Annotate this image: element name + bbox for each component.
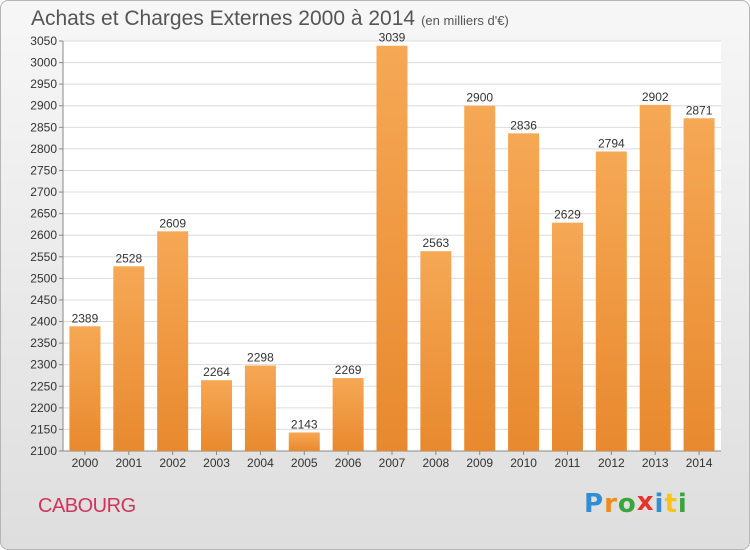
logo-letter: x: [636, 487, 655, 517]
y-tick-label: 2450: [30, 293, 57, 307]
y-tick-label: 2150: [30, 422, 57, 436]
x-tick-label: 2009: [466, 456, 493, 470]
logo-letter: i: [654, 489, 665, 519]
chart-title-text: Achats et Charges Externes 2000 à 2014: [31, 7, 416, 30]
x-tick-label: 2011: [555, 456, 581, 470]
logo-letter: t: [664, 489, 678, 519]
x-tick-label: 2000: [72, 456, 99, 470]
y-tick-label: 2950: [30, 77, 57, 91]
data-label: 2563: [423, 236, 450, 250]
x-tick-label: 2010: [510, 456, 537, 470]
y-tick-label: 2350: [30, 336, 57, 350]
y-tick-label: 2750: [30, 163, 57, 177]
x-tick-label: 2013: [642, 456, 669, 470]
bar: [595, 151, 627, 452]
logo-letter: r: [604, 489, 618, 519]
bar: [376, 45, 408, 451]
data-label: 2900: [466, 91, 493, 105]
bar: [332, 378, 364, 451]
data-label: 2629: [554, 208, 581, 222]
logo-letter: i: [677, 489, 688, 519]
y-tick-label: 2400: [30, 315, 57, 329]
x-tick-label: 2008: [423, 456, 450, 470]
x-tick-label: 2004: [247, 456, 274, 470]
bar: [201, 380, 233, 451]
y-tick-label: 2300: [30, 358, 57, 372]
y-tick-label: 2600: [30, 228, 57, 242]
y-tick-label: 2250: [30, 379, 57, 393]
data-label: 2902: [642, 90, 669, 104]
y-tick-label: 2550: [30, 250, 57, 264]
chart-subtitle: (en milliers d'€): [421, 13, 509, 28]
x-tick-label: 2006: [335, 456, 362, 470]
bar: [464, 105, 496, 451]
data-label: 2836: [510, 118, 537, 132]
y-tick-label: 2850: [30, 120, 57, 134]
chart-title: Achats et Charges Externes 2000 à 2014 (e…: [31, 7, 509, 31]
y-tick-label: 2800: [30, 142, 57, 156]
data-label: 2264: [203, 365, 230, 379]
data-label: 2871: [686, 103, 713, 117]
x-tick-label: 2003: [203, 456, 230, 470]
proxiti-logo: Proxiti: [584, 487, 688, 519]
y-tick-label: 2900: [30, 99, 57, 113]
bar: [69, 326, 101, 451]
data-label: 2528: [115, 251, 142, 265]
x-tick-label: 2007: [379, 456, 406, 470]
y-tick-label: 2700: [30, 185, 57, 199]
y-tick-label: 3000: [30, 56, 57, 70]
bar: [420, 251, 452, 451]
data-label: 2143: [291, 417, 318, 431]
bar: [157, 231, 189, 451]
bar: [113, 266, 145, 451]
data-label: 2389: [72, 311, 99, 325]
data-label: 3039: [379, 31, 406, 45]
bar: [639, 104, 671, 451]
bar: [288, 432, 320, 451]
logo-letter: o: [617, 489, 637, 519]
y-tick-label: 2500: [30, 271, 57, 285]
data-label: 2298: [247, 351, 274, 365]
x-tick-label: 2001: [115, 456, 142, 470]
y-tick-label: 2650: [30, 207, 57, 221]
y-tick-label: 2200: [30, 401, 57, 415]
data-label: 2269: [335, 363, 362, 377]
bar: [244, 365, 276, 451]
x-tick-label: 2005: [291, 456, 318, 470]
x-tick-label: 2012: [598, 456, 625, 470]
x-tick-label: 2002: [159, 456, 186, 470]
city-name: CABOURG: [38, 495, 136, 517]
data-label: 2794: [598, 136, 625, 150]
bar: [508, 133, 540, 451]
y-tick-label: 2100: [30, 444, 57, 458]
x-tick-label: 2014: [686, 456, 713, 470]
data-label: 2609: [159, 216, 186, 230]
logo-letter: P: [584, 489, 605, 519]
bar: [683, 118, 715, 452]
y-tick-label: 3050: [30, 34, 57, 48]
bar: [551, 222, 583, 451]
